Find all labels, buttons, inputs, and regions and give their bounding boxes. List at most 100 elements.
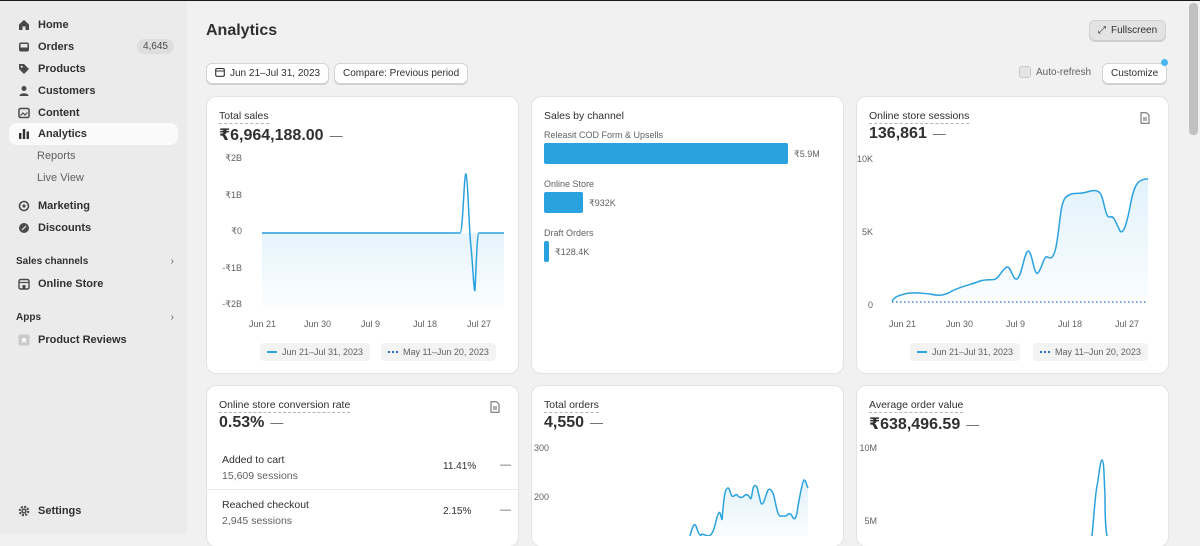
average-order-value-card[interactable]: Average order value ₹638,496.59 — 10M 5M	[857, 386, 1168, 546]
sidebar-item-label: Home	[38, 19, 69, 31]
main-content: Analytics ⤢ Fullscreen Jun 21–Jul 31, 20…	[187, 1, 1187, 546]
chevron-right-icon: ›	[170, 312, 174, 323]
sessions-line-chart	[891, 178, 1149, 303]
sidebar: Home Orders 4,645 Products Customers Con…	[0, 1, 187, 534]
y-tick: -₹2B	[222, 299, 242, 309]
funnel-step-pct: 2.15%	[443, 506, 472, 517]
x-tick: Jul 9	[1006, 319, 1026, 329]
funnel-step-sessions: 15,609 sessions	[222, 470, 298, 482]
legend-swatch	[388, 351, 398, 353]
card-title: Online store sessions	[869, 110, 970, 124]
store-icon	[17, 278, 30, 291]
change-dash: —	[966, 417, 980, 432]
sidebar-item-label: Content	[38, 107, 80, 119]
content-icon	[17, 107, 30, 120]
notification-dot	[1161, 59, 1168, 66]
y-tick: ₹2B	[225, 153, 242, 163]
discount-icon	[17, 222, 30, 235]
x-tick: Jul 27	[467, 319, 492, 329]
date-range-button[interactable]: Jun 21–Jul 31, 2023	[206, 63, 330, 84]
area-fill	[892, 179, 1148, 303]
calendar-icon	[215, 67, 225, 80]
legend-swatch	[267, 351, 277, 353]
x-tick: Jul 27	[1115, 319, 1140, 329]
current-period-line	[891, 178, 1149, 302]
fullscreen-button[interactable]: ⤢ Fullscreen	[1089, 20, 1167, 41]
sidebar-item-label: Settings	[38, 505, 82, 517]
sidebar-item-analytics[interactable]: Analytics	[9, 123, 178, 145]
conversion-rate-card[interactable]: Online store conversion rate 0.53% — Adde…	[207, 386, 518, 546]
report-icon[interactable]	[1140, 111, 1150, 129]
y-tick: 10M	[859, 443, 877, 453]
sidebar-item-online-store[interactable]: Online Store	[9, 273, 178, 295]
total-sales-line-chart	[262, 173, 504, 307]
window-top-border	[0, 0, 1200, 1]
online-store-sessions-card[interactable]: Online store sessions 136,861— 10K 5K 0 …	[857, 97, 1168, 373]
total-orders-card[interactable]: Total orders 4,550 — 300 200	[532, 386, 843, 546]
sidebar-item-customers[interactable]: Customers	[9, 80, 178, 102]
y-tick: 5M	[864, 516, 877, 526]
y-tick: 300	[533, 443, 549, 453]
legend-label: May 11–Jun 20, 2023	[1055, 347, 1141, 357]
funnel-step-sessions: 2,945 sessions	[222, 515, 293, 527]
y-tick: ₹0	[231, 226, 242, 236]
sidebar-item-orders[interactable]: Orders 4,645	[9, 36, 178, 58]
funnel-row: Reached checkout 2,945 sessions 2.15% —	[207, 489, 518, 533]
x-tick: Jun 21	[249, 319, 277, 329]
card-title: Average order value	[869, 399, 964, 413]
y-tick: 0	[867, 300, 873, 310]
legend-label: May 11–Jun 20, 2023	[403, 347, 489, 357]
sidebar-item-home[interactable]: Home	[9, 14, 178, 36]
gear-icon	[17, 505, 30, 518]
apps-section[interactable]: Apps ›	[16, 312, 174, 323]
sidebar-item-product-reviews[interactable]: Product Reviews	[9, 329, 178, 351]
card-title: Total orders	[544, 399, 599, 413]
sidebar-item-discounts[interactable]: Discounts	[9, 217, 178, 239]
channel-bar	[544, 192, 583, 213]
value-text: 136,861	[869, 125, 927, 142]
change-dash: —	[270, 415, 284, 430]
total-sales-card[interactable]: Total sales ₹6,964,188.00 — ₹2B ₹1B ₹0 -₹…	[207, 97, 518, 373]
sidebar-item-live-view[interactable]: Live View	[9, 167, 178, 189]
sidebar-item-marketing[interactable]: Marketing	[9, 195, 178, 217]
scrollbar-thumb[interactable]	[1189, 3, 1198, 135]
sales-channels-section[interactable]: Sales channels ›	[16, 256, 174, 267]
sidebar-item-content[interactable]: Content	[9, 102, 178, 124]
channel-label: Draft Orders	[544, 228, 594, 238]
card-value: 4,550 —	[544, 414, 603, 432]
value-text: ₹638,496.59	[869, 416, 961, 433]
orders-line-chart	[689, 479, 809, 536]
sidebar-item-products[interactable]: Products	[9, 58, 178, 80]
funnel-step-name: Added to cart	[222, 454, 285, 466]
aov-line-chart	[1091, 459, 1108, 536]
x-tick: Jun 30	[304, 319, 332, 329]
card-value: ₹638,496.59 —	[869, 414, 979, 434]
compare-label: Compare: Previous period	[343, 68, 460, 79]
card-title: Sales by channel	[544, 110, 624, 122]
channel-value: ₹128.4K	[555, 247, 590, 257]
y-tick: 10K	[857, 154, 873, 164]
tag-icon	[17, 63, 30, 76]
channel-label: Online Store	[544, 179, 595, 189]
legend-current: Jun 21–Jul 31, 2023	[260, 343, 371, 361]
legend-previous: May 11–Jun 20, 2023	[1033, 343, 1148, 361]
sidebar-item-settings[interactable]: Settings	[9, 500, 178, 522]
card-value: ₹6,964,188.00 —	[219, 125, 343, 145]
card-title: Online store conversion rate	[219, 399, 351, 413]
channel-bar	[544, 241, 549, 262]
sidebar-item-reports[interactable]: Reports	[9, 145, 178, 167]
y-tick: ₹1B	[225, 190, 242, 200]
auto-refresh-checkbox[interactable]	[1019, 66, 1031, 78]
sidebar-item-label: Analytics	[38, 128, 87, 140]
auto-refresh-label: Auto-refresh	[1036, 67, 1092, 78]
customize-button[interactable]: Customize	[1102, 63, 1168, 84]
inbox-icon	[17, 41, 30, 54]
report-icon[interactable]	[490, 400, 500, 418]
value-text: 0.53%	[219, 414, 265, 431]
compare-button[interactable]: Compare: Previous period	[334, 63, 469, 84]
legend-label: Jun 21–Jul 31, 2023	[932, 347, 1014, 357]
channel-bar	[544, 143, 788, 164]
fullscreen-label: Fullscreen	[1111, 25, 1158, 36]
sales-by-channel-card[interactable]: Sales by channel Releasit COD Form & Ups…	[532, 97, 843, 373]
expand-icon: ⤢	[1098, 25, 1106, 36]
